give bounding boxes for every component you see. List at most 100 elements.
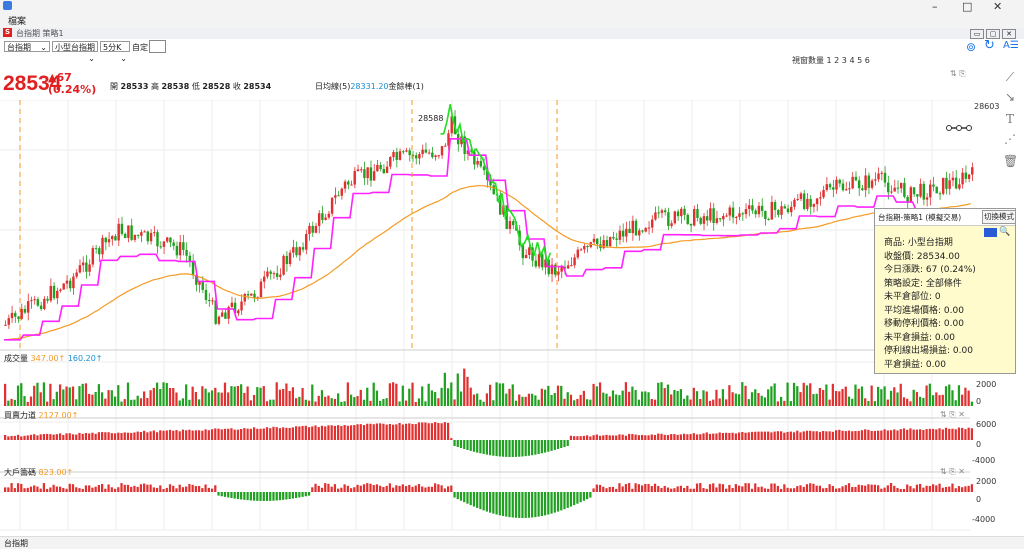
candle-body: [111, 236, 114, 240]
switch-mode-button[interactable]: 切換模式: [982, 210, 1016, 224]
big-player-bar: [343, 484, 346, 492]
volume-bar: [81, 383, 84, 406]
candle-body: [760, 205, 764, 211]
custom-input[interactable]: [149, 40, 166, 53]
power-bar: [864, 429, 867, 440]
ray-tool-icon[interactable]: ↘: [1004, 90, 1016, 104]
zoom-icon[interactable]: 🔍: [999, 227, 1011, 237]
candle-body: [127, 225, 130, 238]
trendline-tool-icon[interactable]: ⟋: [1005, 70, 1015, 84]
text-tool-icon[interactable]: T: [1005, 112, 1014, 126]
candle-body: [867, 175, 871, 188]
contract-select[interactable]: 小型台指期 ⌄: [52, 41, 98, 63]
power-bar: [227, 428, 230, 440]
volume-bar: [75, 399, 78, 406]
big-player-bar: [269, 492, 272, 501]
candle-body: [224, 312, 227, 319]
candle-body: [246, 294, 250, 296]
power-bar: [589, 436, 592, 440]
big-player-bar: [560, 492, 563, 511]
volume-bars: [4, 368, 973, 406]
power-panel-settings-icon[interactable]: ⇅ ⎘ ✕: [940, 410, 965, 419]
big-player-bar: [165, 487, 168, 492]
candle-body: [812, 204, 816, 207]
candle-body: [385, 166, 389, 174]
candle-body: [133, 234, 137, 240]
power-bar: [62, 434, 65, 440]
big-player-bar: [809, 483, 812, 492]
power-axis-top: 6000: [976, 420, 997, 429]
volume-bar: [152, 387, 155, 406]
big-player-bar: [518, 492, 521, 518]
close-button[interactable]: ✕: [993, 0, 1003, 13]
volume-bar: [640, 391, 644, 406]
volume-bar: [94, 391, 97, 406]
candle-body: [382, 169, 386, 174]
power-bar: [935, 429, 938, 440]
big-player-bar: [760, 486, 763, 492]
big-player-bar: [683, 487, 686, 492]
candle-body: [343, 181, 347, 189]
menu-file[interactable]: 檔案: [8, 17, 27, 27]
fan-tool-icon[interactable]: ⋰: [1004, 132, 1016, 146]
power-bar: [39, 434, 42, 440]
volume-bar: [527, 393, 531, 406]
power-bar: [314, 425, 317, 440]
maximize-button[interactable]: □: [962, 0, 973, 13]
candle-body: [240, 301, 243, 311]
big-player-bar: [62, 487, 65, 492]
panel-settings-icon[interactable]: ⇅ ⎘: [950, 69, 966, 78]
document-title: 台指期 策略1: [16, 29, 64, 38]
big-player-bar: [259, 492, 262, 501]
big-player-bar: [388, 483, 391, 492]
big-player-bar: [834, 488, 838, 492]
broadcast-icon[interactable]: ⊚: [966, 40, 977, 54]
volume-bar: [162, 382, 165, 406]
trash-icon[interactable]: 🗑: [1003, 154, 1019, 168]
candle-body: [815, 198, 819, 205]
candle-body: [363, 169, 366, 179]
power-bar: [489, 440, 492, 456]
big-player-bar: [524, 492, 527, 518]
product-select[interactable]: 台指期 ⌄: [4, 41, 50, 52]
power-bar: [482, 440, 485, 455]
big-player-bar: [181, 487, 185, 492]
candle-body: [486, 170, 489, 181]
doc-close-icon[interactable]: ✕: [1002, 29, 1016, 39]
chart-area[interactable]: [0, 100, 1000, 536]
volume-bar: [230, 386, 233, 406]
volume-bar: [589, 399, 592, 406]
big-player-bar: [130, 486, 133, 492]
big-player-bar: [602, 486, 605, 492]
volume-bar: [514, 400, 518, 406]
drag-handle-icon[interactable]: [946, 124, 972, 132]
doc-restore-icon[interactable]: ▢: [986, 29, 1000, 39]
period-select[interactable]: 5分K ⌄: [100, 41, 130, 63]
volume-bar: [359, 389, 362, 406]
power-bar: [579, 436, 582, 440]
volume-bar: [805, 385, 809, 406]
candle-body: [256, 297, 259, 299]
big-player-bar: [427, 486, 430, 492]
power-bar: [857, 430, 860, 440]
volume-bar: [453, 399, 456, 406]
big-player-bar: [495, 492, 498, 515]
power-bar: [964, 429, 967, 440]
power-bar: [802, 431, 805, 440]
text-settings-icon[interactable]: A☰: [1003, 40, 1019, 51]
big-panel-settings-icon[interactable]: ⇅ ⎘ ✕: [940, 467, 965, 476]
doc-minimize-icon[interactable]: ▭: [970, 29, 984, 39]
big-player-bar: [828, 484, 831, 492]
window-count-selector[interactable]: 視窗數量 1 2 3 4 5 6: [792, 56, 870, 65]
volume-bar: [252, 394, 256, 406]
big-player-bar: [133, 485, 136, 492]
volume-bar: [78, 386, 81, 406]
minimize-button[interactable]: –: [932, 0, 938, 13]
big-player-bar: [52, 484, 55, 492]
candle-body: [735, 216, 738, 218]
big-player-bar: [369, 483, 372, 492]
power-bar: [198, 430, 201, 440]
refresh-icon[interactable]: ↻: [984, 38, 995, 53]
volume-bar: [262, 386, 265, 406]
flag-icon[interactable]: [984, 228, 997, 237]
